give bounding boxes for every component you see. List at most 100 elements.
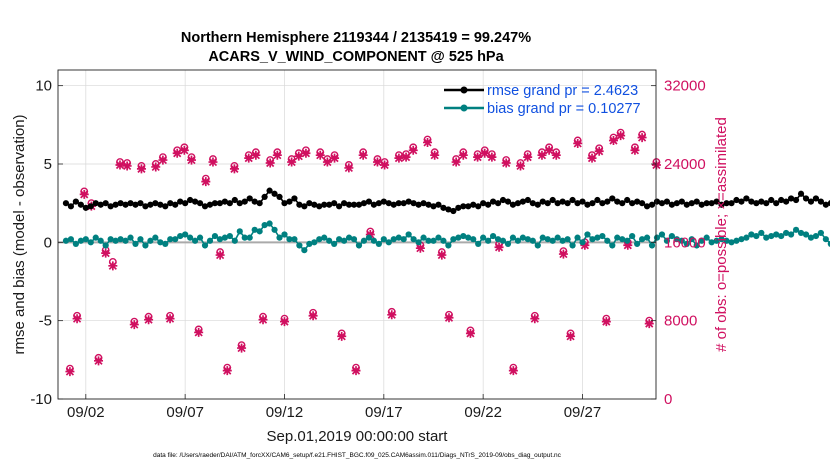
rmse-point <box>147 201 154 208</box>
obs-assimilated-marker <box>401 152 411 162</box>
bias-point <box>445 242 452 249</box>
obs-assimilated-marker <box>530 314 540 324</box>
rmse-point <box>460 203 467 210</box>
rmse-point <box>599 200 606 207</box>
rmse-point <box>579 198 586 205</box>
rmse-point <box>301 203 308 210</box>
y2-tick-label: 0 <box>664 391 672 408</box>
rmse-point <box>529 200 536 207</box>
bias-point <box>72 240 79 247</box>
bias-point <box>718 236 725 243</box>
rmse-point <box>564 200 571 207</box>
rmse-point <box>748 198 755 205</box>
bias-point <box>375 240 382 247</box>
rmse-point <box>355 201 363 208</box>
bias-point <box>584 231 591 238</box>
rmse-point <box>82 204 89 211</box>
obs-assimilated-marker <box>337 331 347 341</box>
rmse-point <box>177 198 184 205</box>
obs-assimilated-marker <box>65 367 75 377</box>
obs-assimilated-marker <box>279 317 289 327</box>
rmse-point <box>430 203 437 210</box>
obs-assimilated-marker <box>537 150 547 160</box>
chart-title: Northern Hemisphere 2119344 / 2135419 = … <box>181 30 531 46</box>
bias-point <box>733 237 740 244</box>
obs-assimilated-marker <box>365 230 375 239</box>
rmse-point <box>594 196 601 204</box>
bias-point <box>296 242 303 249</box>
obs-assimilated-marker <box>458 150 468 160</box>
rmse-point <box>634 198 641 205</box>
bias-point <box>773 231 780 238</box>
legend-rmse-marker <box>460 86 468 94</box>
bias-point <box>460 232 467 240</box>
obs-assimilated-marker <box>287 157 297 167</box>
rmse-point <box>753 200 760 207</box>
bias-point <box>574 234 581 241</box>
bias-point <box>82 236 89 243</box>
rmse-point <box>281 200 288 207</box>
bias-point <box>683 240 690 247</box>
bias-point <box>336 236 343 243</box>
bias-point <box>92 234 99 241</box>
rmse-point <box>544 200 551 207</box>
rmse-point <box>763 200 770 207</box>
rmse-point <box>609 195 616 202</box>
obs-assimilated-marker <box>580 240 590 250</box>
bias-point <box>127 234 134 241</box>
obs-assimilated-marker <box>194 327 204 337</box>
rmse-point <box>350 201 358 208</box>
bias-point <box>475 240 482 247</box>
bias-point <box>87 239 94 246</box>
bias-point <box>261 222 268 229</box>
bias-point <box>345 234 353 241</box>
x-tick-label: 09/02 <box>67 404 105 421</box>
bias-point <box>564 236 571 243</box>
legend-bias-marker <box>460 104 468 112</box>
obs-assimilated-marker <box>344 163 354 173</box>
bias-point <box>619 236 626 243</box>
rmse-point <box>435 201 442 208</box>
rmse-point <box>395 200 402 207</box>
bias-point <box>415 239 422 246</box>
obs-assimilated-marker <box>608 136 618 145</box>
bias-point <box>549 237 556 244</box>
bias-point <box>599 232 606 240</box>
rmse-point <box>172 201 179 208</box>
bias-point <box>311 239 318 246</box>
obs-assimilated-marker <box>387 310 397 320</box>
obs-assimilated-marker <box>358 150 368 160</box>
bias-point <box>470 236 477 243</box>
legend-bias-label: bias grand pr = 0.10277 <box>487 101 641 117</box>
obs-assimilated-marker <box>473 152 483 162</box>
rmse-point <box>738 198 745 205</box>
rmse-point <box>77 201 84 208</box>
bias-point <box>226 232 233 240</box>
rmse-point <box>678 198 685 205</box>
obs-assimilated-marker <box>108 261 118 271</box>
rmse-point <box>191 198 199 205</box>
y-tick-label: 5 <box>44 156 52 173</box>
obs-assimilated-marker <box>501 158 511 168</box>
bias-point <box>286 236 293 243</box>
bias-point <box>589 236 596 243</box>
bias-point <box>390 236 397 243</box>
obs-assimilated-marker <box>222 366 232 376</box>
bias-point <box>410 236 417 243</box>
rmse-point <box>624 196 631 204</box>
rmse-point <box>524 196 531 204</box>
y-tick-label: 10 <box>35 78 52 95</box>
rmse-point <box>271 190 278 197</box>
rmse-point <box>102 200 109 207</box>
bias-point <box>787 231 795 238</box>
obs-assimilated-marker <box>79 189 89 199</box>
obs-assimilated-marker <box>544 145 554 155</box>
rmse-point <box>708 200 715 207</box>
bias-point <box>728 239 735 246</box>
x-axis-label: Sep.01,2019 00:00:00 start <box>267 428 449 445</box>
rmse-point <box>773 200 780 207</box>
rmse-point <box>475 203 482 210</box>
bias-point <box>648 242 656 249</box>
bias-point <box>405 231 412 238</box>
obs-assimilated-marker <box>523 152 533 162</box>
